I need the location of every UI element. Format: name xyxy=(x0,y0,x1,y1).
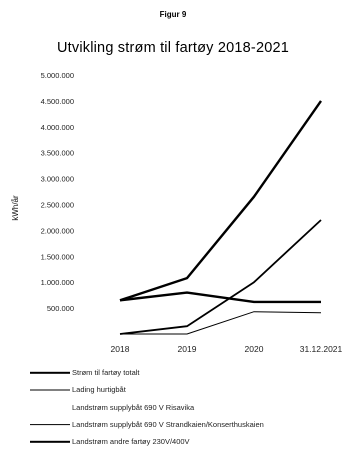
legend-swatch xyxy=(30,437,70,447)
y-tick-label: 1.000.000 xyxy=(41,278,74,287)
legend-label: Landstrøm andre fartøy 230V/400V xyxy=(72,437,190,447)
legend-item: Landstrøm supplybåt 690 V Strandkaien/Ko… xyxy=(30,416,340,433)
legend-swatch xyxy=(30,402,70,412)
y-tick-label: 2.000.000 xyxy=(41,226,74,235)
x-tick-label: 2020 xyxy=(245,344,264,354)
legend-label: Lading hurtigbåt xyxy=(72,385,126,395)
legend-item: Landstrøm andre fartøy 230V/400V xyxy=(30,433,340,450)
legend-swatch xyxy=(30,420,70,430)
y-axis-label: kWh/år xyxy=(11,195,20,221)
series-line-2 xyxy=(120,311,322,335)
legend-label: Strøm til fartøy totalt xyxy=(72,368,140,378)
y-tick-label: 4.000.000 xyxy=(41,123,74,132)
chart-title: Utvikling strøm til fartøy 2018-2021 xyxy=(56,40,290,56)
legend-item: Lading hurtigbåt xyxy=(30,381,340,398)
figure-label: Figur 9 xyxy=(159,10,187,19)
y-tick-label: 3.000.000 xyxy=(41,175,74,184)
legend-label: Landstrøm supplybåt 690 V Strandkaien/Ko… xyxy=(72,420,264,430)
legend-swatch xyxy=(30,385,70,395)
legend-label: Landstrøm supplybåt 690 V Risavika xyxy=(72,402,195,412)
series-line-4 xyxy=(119,219,322,335)
series-line-5 xyxy=(119,291,321,304)
x-tick-label: 2019 xyxy=(178,344,197,354)
line-chart: 500.000 1.000.000 1.500.000 2.000.000 2.500.… xyxy=(11,71,343,354)
legend-item: Landstrøm supplybåt 690 V Risavika xyxy=(30,399,340,416)
legend-swatch xyxy=(30,368,70,378)
y-axis-ticks: 500.000 1.000.000 1.500.000 2.000.000 2.500.… xyxy=(41,71,74,313)
x-tick-label: 31.12.2021 xyxy=(300,344,343,354)
x-tick-label: 2018 xyxy=(111,344,130,354)
y-tick-label: 500.000 xyxy=(47,304,74,313)
legend-item: Strøm til fartøy totalt xyxy=(30,364,340,381)
y-tick-label: 1.500.000 xyxy=(41,252,74,261)
x-axis-ticks: 2018 2019 2020 31.12.2021 xyxy=(111,344,343,354)
y-tick-label: 2.500.000 xyxy=(41,201,74,210)
series-lines xyxy=(119,100,322,335)
y-tick-label: 4.500.000 xyxy=(41,97,74,106)
series-line-1 xyxy=(119,100,322,302)
y-tick-label: 3.500.000 xyxy=(41,149,74,158)
y-tick-label: 5.000.000 xyxy=(41,71,74,80)
chart-legend: Strøm til fartøy totalt Lading hurtigbåt L… xyxy=(30,364,340,450)
